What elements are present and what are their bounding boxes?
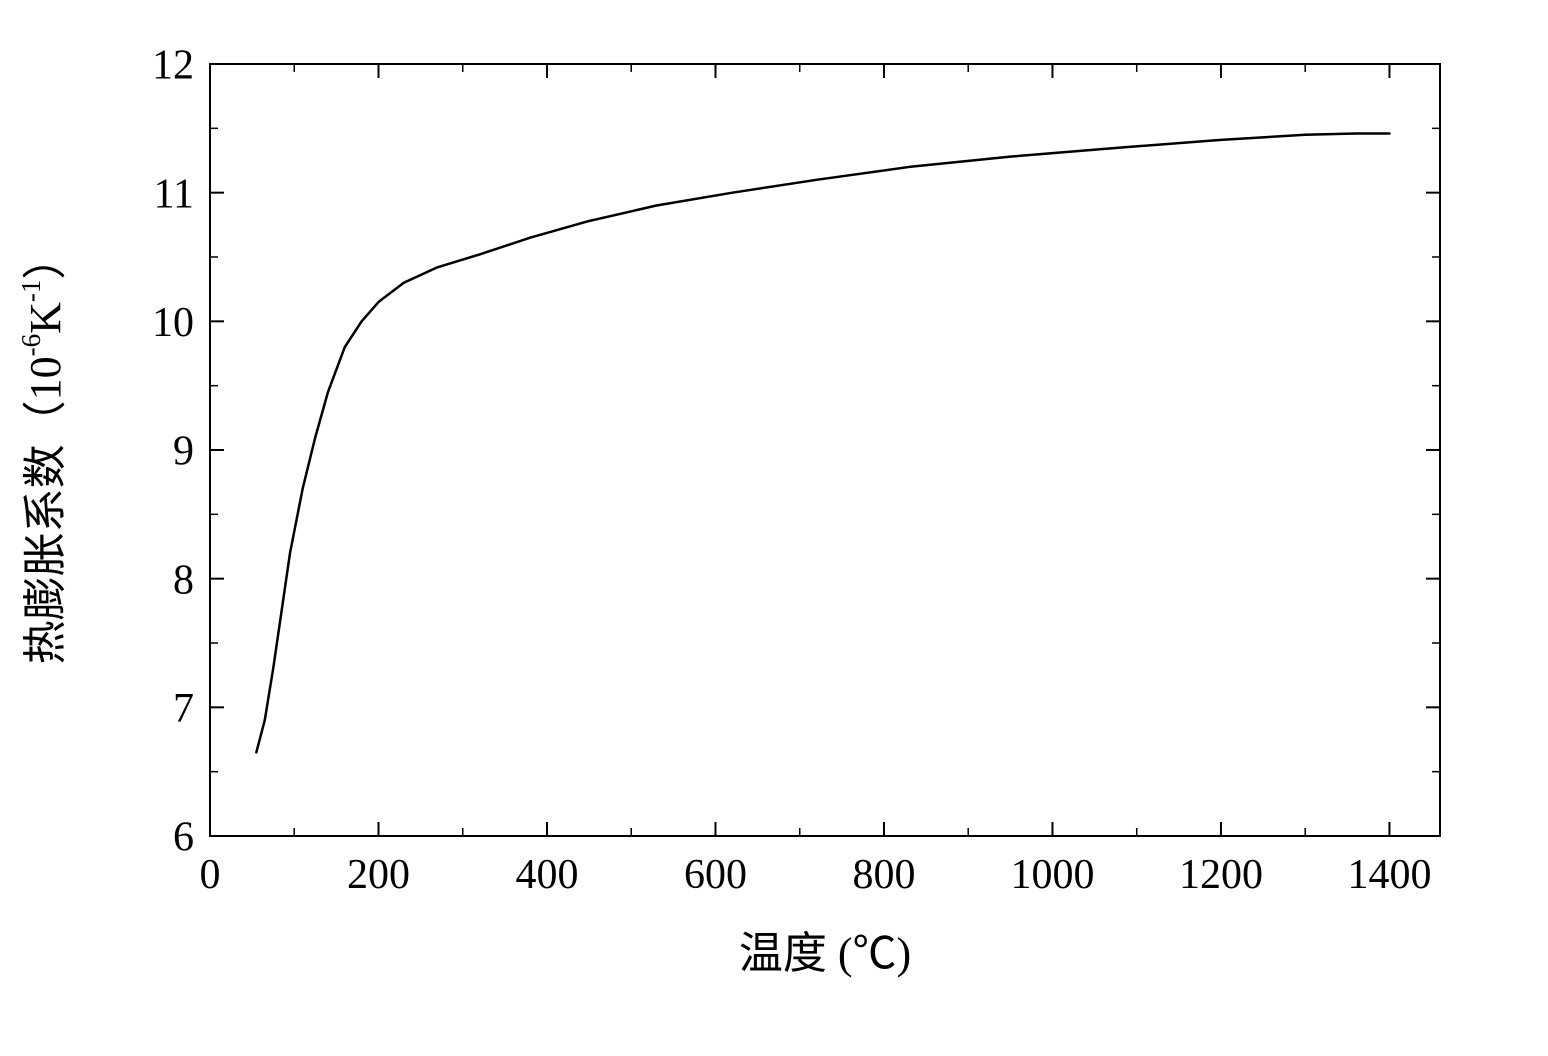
- x-tick-label: 0: [200, 852, 221, 898]
- x-axis-title: 温度 (℃): [739, 929, 911, 978]
- y-tick-label: 12: [152, 43, 194, 89]
- x-tick-label: 800: [852, 852, 915, 898]
- x-tick-label: 400: [515, 852, 578, 898]
- y-tick-label: 8: [173, 557, 194, 603]
- y-tick-label: 6: [173, 815, 194, 861]
- y-tick-label: 11: [154, 171, 194, 217]
- x-tick-label: 1400: [1347, 852, 1431, 898]
- x-tick-label: 1000: [1010, 852, 1094, 898]
- y-tick-label: 7: [173, 686, 194, 732]
- y-tick-label: 10: [152, 300, 194, 346]
- x-tick-label: 600: [684, 852, 747, 898]
- chart-container: 0 200 400 600 800 1000 1200 1400 6 7 8 9 10 11 12 温度 (℃…: [0, 0, 1548, 1056]
- y-tick-label: 9: [173, 429, 194, 475]
- x-tick-label: 200: [347, 852, 410, 898]
- cte-chart: 0 200 400 600 800 1000 1200 1400 6 7 8 9 10 11 12 温度 (℃…: [0, 0, 1548, 1056]
- chart-bg: [0, 0, 1548, 1056]
- x-tick-label: 1200: [1179, 852, 1263, 898]
